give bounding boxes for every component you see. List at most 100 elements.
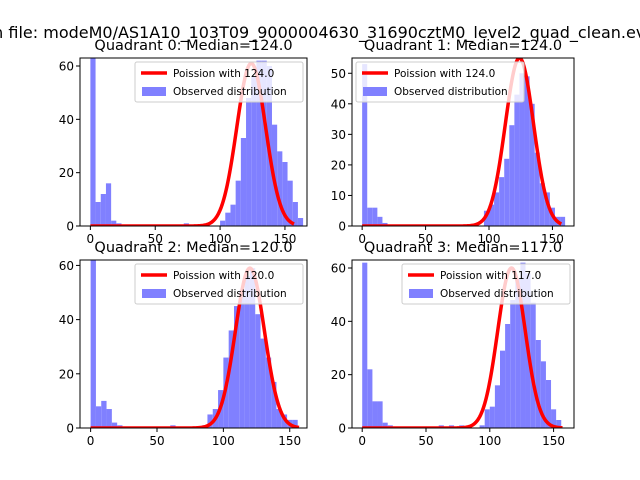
y-tick-label: 0: [338, 220, 346, 234]
histogram-bar: [372, 401, 378, 428]
x-tick-label: 100: [209, 232, 232, 246]
histogram-bar: [271, 381, 277, 428]
y-tick-label: 40: [59, 113, 74, 127]
y-tick-label: 20: [331, 368, 346, 382]
histogram-bar: [235, 180, 241, 226]
x-tick-label: 0: [358, 434, 366, 448]
quadrant-1-panel: Quadrant 1: Median=124.0 0 50 100 150 0 10 20 30…: [331, 38, 575, 246]
histogram-bar: [225, 212, 231, 226]
quadrant-2-panel: Quadrant 2: Median=120.0 0 50 100 150 0 20 40 60…: [59, 240, 308, 448]
histogram-bar: [505, 324, 511, 428]
legend-hist-label: Observed distribution: [440, 288, 554, 300]
histogram-bar: [261, 60, 267, 226]
histogram-bar: [90, 260, 96, 428]
quadrant-2-title: Quadrant 2: Median=120.0: [94, 240, 292, 256]
histogram-bar: [551, 409, 557, 428]
y-tick-label: 20: [59, 166, 74, 180]
y-tick-label: 60: [59, 259, 74, 273]
legend-box: [355, 61, 525, 103]
histogram-bar: [494, 192, 500, 226]
histogram-bar: [282, 162, 288, 226]
x-tick-label: 50: [149, 434, 164, 448]
histogram-bar: [377, 216, 383, 226]
histogram-bar: [500, 350, 506, 428]
histogram-bar: [519, 73, 525, 226]
histogram-bar: [239, 289, 245, 428]
x-tick-label: 0: [358, 232, 366, 246]
legend: Poission with 124.0 Observed distribution: [355, 61, 525, 103]
histogram-bar: [230, 204, 236, 226]
histogram-bar: [246, 98, 252, 226]
legend-hist-swatch: [142, 87, 166, 96]
y-tick-label: 20: [59, 367, 74, 381]
legend: Poission with 117.0 Observed distribution: [401, 263, 571, 305]
legend-hist-label: Observed distribution: [173, 86, 287, 98]
x-tick-label: 50: [148, 232, 163, 246]
histogram-bar: [479, 425, 485, 428]
histogram-bar: [540, 361, 546, 428]
histogram-bar: [367, 207, 373, 226]
histogram-bar: [287, 180, 293, 226]
histogram-bar: [249, 268, 256, 428]
legend-hist-label: Observed distribution: [173, 288, 287, 300]
legend-box: [134, 263, 304, 305]
histogram-bar: [244, 276, 250, 428]
histogram-bar: [520, 262, 526, 428]
histogram-bar: [489, 406, 495, 428]
histogram-bar: [504, 158, 510, 226]
x-tick-label: 150: [542, 434, 565, 448]
histogram-bar: [251, 76, 257, 226]
histogram-bar: [560, 216, 566, 226]
x-tick-label: 150: [278, 434, 301, 448]
histogram-bar: [265, 357, 272, 428]
axes-frame: [79, 259, 308, 429]
histogram-bar: [362, 64, 368, 226]
legend-curve-label: Poission with 120.0: [173, 270, 274, 282]
histogram-bar: [372, 207, 378, 226]
x-tick-label: 0: [87, 232, 95, 246]
y-tick-label: 0: [66, 220, 74, 234]
histogram-bar: [256, 60, 262, 226]
y-tick-label: 0: [66, 422, 74, 436]
histogram-bar: [556, 420, 562, 428]
histogram-bar: [494, 385, 500, 428]
x-tick-label: 50: [418, 232, 433, 246]
axes-frame: [79, 57, 308, 227]
histogram-bar: [207, 414, 213, 428]
histogram-bar: [255, 314, 261, 428]
histogram-bar: [545, 380, 552, 428]
x-tick-label: 150: [273, 232, 296, 246]
legend-hist-label: Observed distribution: [394, 86, 508, 98]
histogram-bar: [382, 422, 388, 428]
y-tick-label: 20: [331, 158, 346, 172]
histogram-bar: [292, 202, 298, 226]
legend-box: [401, 263, 571, 305]
histogram-bar: [362, 262, 368, 428]
histogram-bar: [260, 338, 266, 428]
quadrant-3-panel: Quadrant 3: Median=117.0 0 50 100 150 0 20 40 60…: [331, 240, 575, 448]
histogram-bar: [529, 103, 535, 226]
histogram-bar: [111, 220, 117, 226]
legend-hist-swatch: [142, 289, 166, 298]
histogram-bar: [233, 306, 240, 428]
histogram-bar: [105, 183, 112, 226]
axes-frame: [351, 259, 575, 429]
histogram-bar: [539, 183, 545, 226]
histogram-bar: [377, 401, 383, 428]
x-tick-label: 100: [478, 434, 501, 448]
histogram-bar: [515, 278, 521, 428]
histogram-bar: [292, 419, 298, 428]
legend-hist-swatch: [363, 87, 387, 96]
legend-curve-label: Poission with 124.0: [394, 68, 495, 80]
histogram-bar: [111, 422, 118, 428]
histogram-bar: [106, 409, 112, 428]
histogram-bar: [530, 302, 536, 428]
histogram-bar: [534, 152, 540, 226]
histogram-bar: [100, 194, 106, 226]
histogram-bar: [220, 220, 226, 226]
y-tick-label: 30: [331, 128, 346, 142]
histogram-bar: [499, 177, 505, 226]
axes-frame: [351, 57, 575, 227]
legend: Poission with 124.0 Observed distribution: [134, 61, 304, 103]
